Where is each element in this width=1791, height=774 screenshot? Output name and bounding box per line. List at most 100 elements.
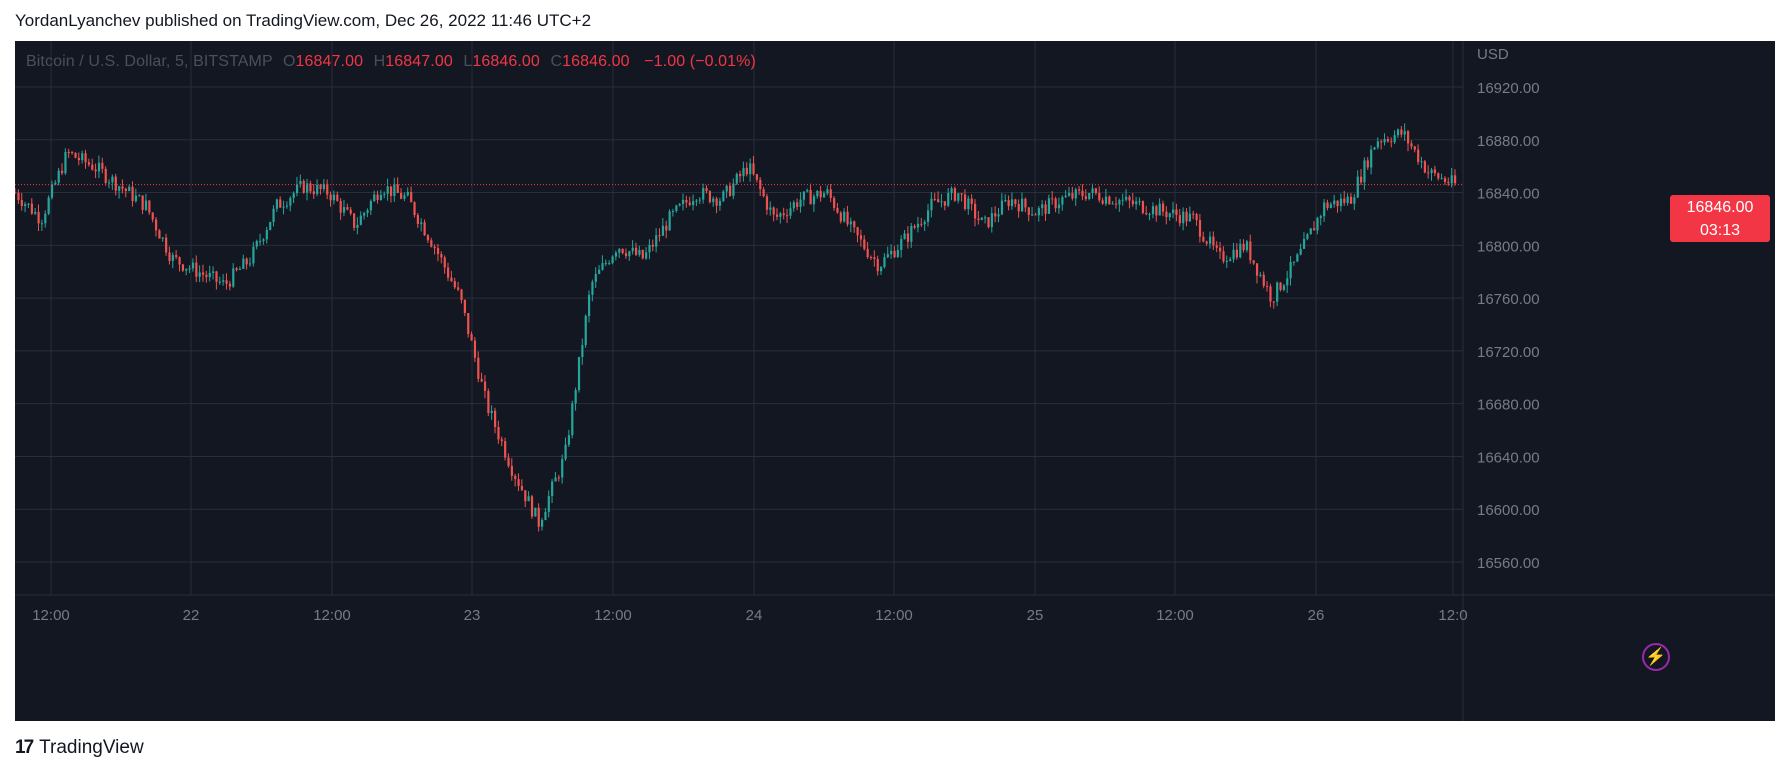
candle-body [356, 224, 359, 228]
candle-body [940, 201, 943, 203]
candle-body [1339, 198, 1343, 207]
candle-body [933, 198, 936, 200]
candle-body [567, 435, 571, 445]
candle-body [94, 169, 97, 172]
candle-body [1443, 178, 1447, 183]
candle-body [1353, 197, 1356, 204]
candle-body [1222, 251, 1225, 262]
candle-body [353, 213, 356, 228]
candle-body [984, 217, 987, 219]
candle-body [812, 196, 816, 205]
candle-body [131, 186, 134, 202]
candle-body [866, 248, 869, 258]
candle-body [1108, 196, 1111, 205]
candle-body [1212, 236, 1215, 246]
last-price: 16846.00 [1686, 199, 1754, 216]
candle-body [1440, 178, 1443, 180]
candle-body [665, 225, 668, 231]
candle-body [289, 198, 292, 206]
candle-body [1437, 173, 1440, 179]
candle-body [460, 289, 463, 300]
x-tick-label: 12:00 [1156, 607, 1194, 624]
candle-body [994, 213, 997, 217]
candle-body [618, 248, 621, 253]
candle-body [34, 211, 37, 214]
candle-body [584, 315, 587, 346]
candle-body [309, 183, 312, 192]
candle-body [1044, 204, 1047, 214]
candle-body [675, 205, 678, 212]
candle-body [107, 182, 111, 184]
currency-label: USD [1477, 46, 1509, 63]
candle-body [806, 189, 809, 192]
candle-body [285, 205, 289, 207]
candle-body [161, 237, 164, 239]
candle-body [238, 268, 242, 270]
candle-body [1292, 261, 1296, 263]
candle-body [903, 233, 906, 240]
candle-body [702, 188, 705, 200]
candle-body [1155, 206, 1158, 216]
candle-body [886, 254, 889, 258]
candle-body [1034, 214, 1037, 216]
candle-body [1282, 285, 1286, 290]
candle-body [782, 213, 785, 216]
candle-body [242, 258, 245, 269]
candle-body [1098, 193, 1101, 201]
candle-body [1047, 198, 1051, 214]
candlestick-chart[interactable]: 16920.00 16880.00 16840.00 16800.00 16760.00… [15, 41, 1775, 721]
candle-body [540, 519, 544, 527]
candle-body [571, 403, 574, 436]
candle-body [1447, 182, 1450, 184]
candle-body [883, 257, 886, 268]
low-label: L [463, 53, 473, 70]
candle-body [856, 227, 859, 236]
candle-body [447, 267, 450, 278]
candle-body [316, 184, 319, 195]
candle-body [799, 199, 802, 207]
candle-body [1363, 160, 1366, 183]
chart-area[interactable]: 16920.00 16880.00 16840.00 16800.00 16760.00… [15, 41, 1775, 721]
candle-body [574, 390, 577, 404]
candle-body [1366, 160, 1369, 168]
candle-body [876, 258, 879, 272]
candle-body [1182, 211, 1185, 224]
candle-body [329, 194, 332, 201]
candle-body [500, 439, 503, 442]
candle-body [1454, 175, 1457, 184]
candle-body [245, 258, 248, 265]
candle-body [403, 195, 406, 199]
close-value: 16846.00 [562, 53, 630, 70]
candle-body [15, 192, 17, 194]
candle-body [1229, 259, 1232, 261]
candle-body [735, 173, 738, 184]
candle-body [658, 235, 661, 237]
open-label: O [283, 53, 296, 70]
candle-body [144, 200, 148, 210]
candle-body [1118, 200, 1121, 205]
candle-body [802, 191, 806, 200]
candle-body [400, 192, 403, 199]
candle-body [1417, 149, 1420, 163]
candle-body [1393, 135, 1396, 143]
candle-body [1017, 204, 1020, 212]
candle-body [651, 244, 654, 247]
candle-body [1276, 282, 1279, 302]
candle-body [295, 184, 299, 194]
candle-body [1125, 196, 1128, 200]
candle-body [916, 223, 920, 228]
candle-body [440, 254, 443, 258]
candle-body [67, 151, 70, 153]
candle-body [927, 210, 930, 222]
candle-body [416, 215, 419, 224]
tradingview-logo[interactable]: 17 TradingView [15, 737, 144, 759]
lightning-bolt-icon[interactable]: ⚡ [1642, 643, 1670, 671]
candle-body [17, 192, 20, 200]
candle-body [1433, 169, 1437, 174]
candle-body [668, 211, 671, 231]
candle-body [990, 213, 993, 228]
candle-body [97, 162, 101, 172]
candle-body [869, 257, 873, 259]
candle-body [762, 189, 765, 197]
candle-body [494, 410, 497, 428]
